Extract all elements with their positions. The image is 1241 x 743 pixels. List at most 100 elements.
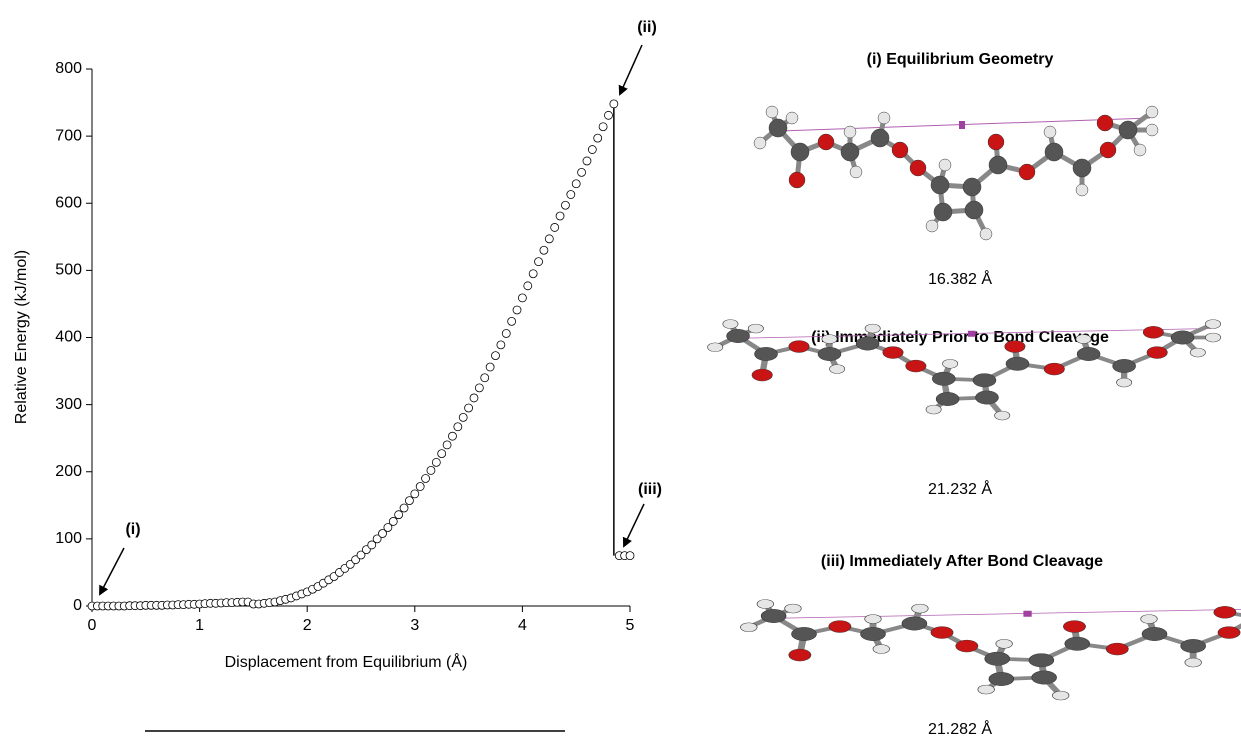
- annotation: (i): [125, 521, 140, 538]
- atom: [912, 604, 929, 613]
- atom: [841, 143, 859, 161]
- point: [454, 423, 462, 431]
- atom: [892, 142, 908, 158]
- atom: [723, 320, 738, 329]
- atom: [988, 134, 1004, 150]
- y-tick-label: 400: [55, 329, 82, 346]
- point: [594, 134, 602, 142]
- atom: [873, 645, 890, 654]
- point: [422, 474, 430, 482]
- atom: [1190, 348, 1205, 357]
- point: [572, 180, 580, 188]
- atom: [1134, 144, 1146, 156]
- atom: [1205, 320, 1220, 329]
- atom: [829, 621, 851, 633]
- annotation: (ii): [637, 19, 657, 36]
- atom: [932, 372, 955, 386]
- point: [583, 157, 591, 165]
- atom: [1073, 159, 1091, 177]
- atom: [976, 391, 999, 405]
- point: [524, 282, 532, 290]
- arrow: [624, 504, 644, 546]
- y-tick-label: 800: [55, 60, 82, 77]
- atom: [1106, 643, 1128, 655]
- atom: [1063, 621, 1085, 633]
- vector: [776, 609, 1241, 619]
- panel-title: (iii) Immediately After Bond Cleavage: [821, 553, 1103, 570]
- point: [518, 294, 526, 302]
- atom: [956, 640, 978, 652]
- atom: [1019, 164, 1035, 180]
- atom: [1181, 639, 1206, 653]
- point: [540, 246, 548, 254]
- atom: [906, 360, 926, 372]
- point: [513, 306, 521, 314]
- atom: [871, 129, 889, 147]
- point: [432, 458, 440, 466]
- point: [438, 450, 446, 458]
- atom: [1143, 326, 1163, 338]
- atom: [850, 166, 862, 178]
- point: [411, 490, 419, 498]
- atom: [1214, 606, 1236, 618]
- atom: [1005, 341, 1025, 353]
- atom: [856, 337, 879, 351]
- atom: [818, 347, 841, 361]
- atom: [1006, 357, 1029, 371]
- atom: [861, 627, 886, 641]
- atom: [989, 156, 1007, 174]
- atom: [1218, 627, 1240, 639]
- y-tick-label: 0: [73, 597, 82, 614]
- point: [448, 432, 456, 440]
- atom: [766, 106, 778, 118]
- point: [443, 441, 451, 449]
- atom: [865, 324, 880, 333]
- atom: [830, 365, 845, 374]
- atom: [1076, 184, 1088, 196]
- atom: [910, 160, 926, 176]
- atom: [936, 392, 959, 406]
- point: [561, 201, 569, 209]
- point: [465, 404, 473, 412]
- atom: [727, 329, 750, 343]
- x-tick-label: 0: [88, 617, 97, 634]
- point: [599, 123, 607, 131]
- centroid: [959, 121, 965, 129]
- molecule: [754, 106, 1158, 240]
- atom: [1147, 347, 1167, 359]
- atom: [786, 112, 798, 124]
- atom: [996, 639, 1013, 648]
- point: [508, 317, 516, 325]
- point: [481, 374, 489, 382]
- annotation: (iii): [638, 481, 662, 498]
- atom: [748, 324, 763, 333]
- atom: [1044, 126, 1056, 138]
- point: [551, 223, 559, 231]
- point: [470, 394, 478, 402]
- atom: [943, 359, 958, 368]
- point: [588, 146, 596, 154]
- atom: [985, 652, 1010, 666]
- y-tick-label: 200: [55, 463, 82, 480]
- atom: [1146, 124, 1158, 136]
- x-tick-label: 4: [518, 617, 527, 634]
- atom: [789, 172, 805, 188]
- x-tick-label: 2: [303, 617, 312, 634]
- atom: [878, 112, 890, 124]
- point: [626, 552, 634, 560]
- arrow: [620, 45, 642, 94]
- atom: [755, 347, 778, 361]
- atom: [1077, 347, 1100, 361]
- atom: [939, 159, 951, 171]
- atom: [741, 623, 758, 632]
- atom: [934, 203, 952, 221]
- atom: [769, 119, 787, 137]
- atom: [978, 685, 995, 694]
- atom: [1117, 378, 1132, 387]
- y-tick-label: 700: [55, 127, 82, 144]
- point: [400, 504, 408, 512]
- atom: [926, 405, 941, 414]
- point: [405, 497, 413, 505]
- centroid: [1023, 611, 1031, 617]
- atom: [973, 374, 996, 388]
